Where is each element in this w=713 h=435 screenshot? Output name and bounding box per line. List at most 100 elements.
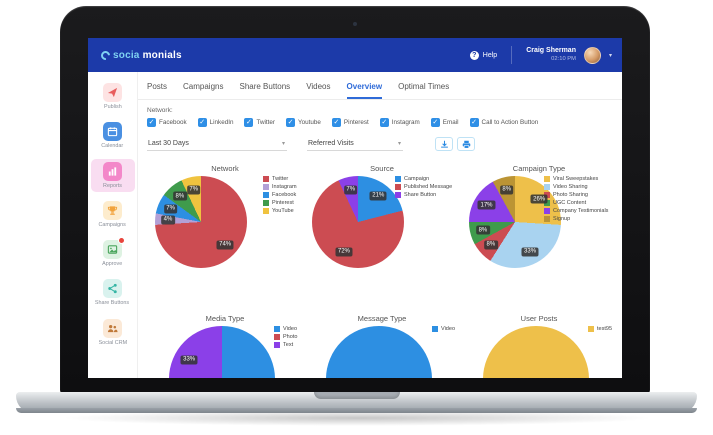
help-button[interactable]: ? Help xyxy=(469,50,498,60)
legend-swatch xyxy=(263,184,270,190)
checkbox-linkedin[interactable]: ✓ LinkedIn xyxy=(197,118,233,127)
legend-item: Share Button xyxy=(394,192,456,198)
sidebar-item-social-crm[interactable]: Social CRM xyxy=(91,316,135,349)
chart-title: Message Type xyxy=(357,314,407,323)
tab-posts[interactable]: Posts xyxy=(147,82,168,91)
pie xyxy=(483,326,589,378)
legend-swatch xyxy=(543,216,550,222)
chevron-down-icon: ▾ xyxy=(397,141,401,147)
legend-swatch xyxy=(263,192,270,198)
printer-icon xyxy=(462,140,470,149)
slice-value-label: 8% xyxy=(173,191,187,201)
pie-chart-user-posts: User Poststest95100% xyxy=(461,310,617,378)
laptop-base xyxy=(16,392,697,413)
legend-swatch xyxy=(431,326,438,332)
legend-item: Viral Sweepstakes xyxy=(543,176,613,182)
checkbox-label: Facebook xyxy=(159,119,187,126)
date-range-select[interactable]: Last 30 Days ▾ xyxy=(147,138,287,151)
legend-label: Signup xyxy=(552,216,570,222)
network-checkbox-row: ✓ Facebook ✓ LinkedIn ✓ Twitter ✓ Youtube ✓ Pinte… xyxy=(147,118,622,127)
help-icon: ? xyxy=(469,50,479,60)
sidebar-item-campaigns[interactable]: Campaigns xyxy=(91,198,135,231)
checkbox-instagram[interactable]: ✓ Instagram xyxy=(379,118,420,127)
chart-title: Network xyxy=(211,164,239,173)
legend-item: UGC Content xyxy=(543,200,613,206)
sidebar-item-label: Reports xyxy=(103,182,122,189)
legend-item: Video Sharing xyxy=(543,184,613,190)
sidebar-item-label: Publish xyxy=(103,104,122,110)
sidebar-item-publish[interactable]: Publish xyxy=(91,80,135,113)
trophy-icon xyxy=(107,206,118,215)
legend-label: Pinterest xyxy=(272,200,295,206)
checkbox-label: Youtube xyxy=(298,119,321,126)
legend-item: Video xyxy=(274,326,299,332)
checkbox-email[interactable]: ✓ Email xyxy=(430,118,459,127)
checkbox-label: Twitter xyxy=(256,119,276,126)
chart-legend: Video xyxy=(431,326,456,332)
checkbox-youtube[interactable]: ✓ Youtube xyxy=(286,118,321,127)
legend-label: Share Button xyxy=(403,192,436,198)
app-logo: socia monials xyxy=(99,48,182,62)
legend-item: Instagram xyxy=(263,184,299,190)
tab-videos[interactable]: Videos xyxy=(306,82,331,91)
laptop-base-edge xyxy=(16,408,697,413)
legend-swatch xyxy=(394,184,401,190)
webcam-icon xyxy=(353,22,357,26)
filter-controls: Last 30 Days ▾ Referred Visits ▾ xyxy=(147,137,622,151)
slice-value-label: 4% xyxy=(161,215,175,225)
sidebar-item-share-buttons[interactable]: Share Buttons xyxy=(91,276,135,309)
slice-value-label: 7% xyxy=(343,185,358,195)
checkbox-label: Pinterest xyxy=(343,119,369,126)
tab-campaigns[interactable]: Campaigns xyxy=(183,82,224,91)
legend-item: Published Message xyxy=(394,184,456,190)
pie xyxy=(312,176,404,268)
checkbox-facebook[interactable]: ✓ Facebook xyxy=(147,118,187,127)
sidebar-item-reports[interactable]: Reports xyxy=(90,158,135,192)
network-filter-label: Network: xyxy=(147,107,173,114)
chart-legend: Campaign Published Message Share Button xyxy=(394,176,456,198)
chart-title: User Posts xyxy=(520,314,558,323)
legend-label: Video xyxy=(440,326,455,332)
tab-overview[interactable]: Overview xyxy=(346,82,383,99)
report-actions xyxy=(435,137,475,151)
chart-title: Campaign Type xyxy=(512,164,566,173)
legend-swatch xyxy=(274,342,281,348)
metric-select[interactable]: Referred Visits ▾ xyxy=(307,138,403,151)
tab-share-buttons[interactable]: Share Buttons xyxy=(239,82,291,91)
legend-swatch xyxy=(274,326,281,332)
legend-swatch xyxy=(263,200,270,206)
checkbox-label: Instagram xyxy=(391,119,420,126)
paper-plane-icon xyxy=(103,83,122,102)
tab-optimal-times[interactable]: Optimal Times xyxy=(398,82,450,91)
export-button[interactable] xyxy=(435,137,453,151)
slice-value-label: 26% xyxy=(530,194,548,204)
help-label: Help xyxy=(482,51,498,59)
sidebar-item-approve[interactable]: Approve xyxy=(91,237,135,270)
legend-label: Company Testimonials xyxy=(552,208,609,214)
chevron-down-icon: ▾ xyxy=(281,141,285,147)
legend-label: Photo Sharing xyxy=(552,192,588,198)
sidebar-item-label: Campaigns xyxy=(98,222,127,228)
legend-label: Video xyxy=(283,326,298,332)
legend-item: YouTube xyxy=(263,208,299,214)
checkbox-call-to-action-button[interactable]: ✓ Call to Action Button xyxy=(469,118,538,127)
slice-value-label: 21% xyxy=(369,191,387,201)
avatar[interactable] xyxy=(583,46,601,64)
checkbox-twitter[interactable]: ✓ Twitter xyxy=(244,118,275,127)
print-button[interactable] xyxy=(457,137,475,151)
chevron-down-icon[interactable]: ▾ xyxy=(608,52,612,59)
chart-legend: Twitter Instagram Facebook Pinterest YouTube xyxy=(263,176,299,214)
sidebar: Publish Calendar Reports Campaigns Approve Sh… xyxy=(88,72,138,378)
checkbox-checked-icon: ✓ xyxy=(379,118,389,127)
legend-label: Campaign xyxy=(403,176,429,182)
legend-item: Facebook xyxy=(263,192,299,198)
legend-item: Signup xyxy=(543,216,613,222)
sidebar-item-calendar[interactable]: Calendar xyxy=(91,119,135,152)
checkbox-pinterest[interactable]: ✓ Pinterest xyxy=(331,118,369,127)
main-content: Posts Campaigns Share Buttons Videos Overvie… xyxy=(138,72,622,378)
bar-chart-icon xyxy=(108,166,117,176)
pie-chart-source: Source Campaign Published Message Share But… xyxy=(304,160,460,310)
metric-value: Referred Visits xyxy=(308,140,354,147)
legend-label: Facebook xyxy=(272,192,297,198)
